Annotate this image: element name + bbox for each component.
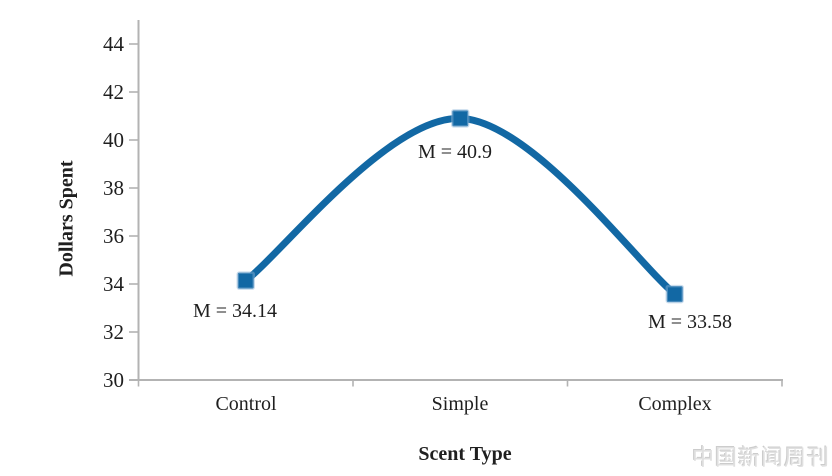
y-axis-ticks (129, 43, 139, 381)
y-tick-label: 42 (103, 80, 124, 104)
x-category-label: Control (215, 393, 277, 415)
data-point-marker (665, 284, 684, 304)
y-tick-label: 32 (103, 320, 124, 344)
y-tick-label: 40 (103, 128, 124, 152)
y-axis-title: Dollars Spent (55, 160, 78, 277)
point-label: M = 33.58 (647, 311, 733, 333)
markers-group (236, 109, 684, 304)
y-tick-label: 30 (103, 368, 124, 392)
data-point-marker (236, 271, 255, 290)
point-label: M = 40.9 (417, 141, 493, 163)
point-label: M = 34.14 (192, 300, 278, 322)
x-axis-title: Scent Type (418, 443, 512, 465)
y-tick-label: 38 (103, 176, 124, 200)
x-category-label: Complex (638, 393, 712, 415)
data-point-marker (451, 109, 470, 128)
x-category-label: Simple (431, 393, 489, 415)
y-tick-label: 34 (103, 272, 124, 296)
watermark-text: 中国新闻周刊 (691, 446, 830, 471)
x-axis-ticks (137, 380, 783, 387)
y-tick-label: 36 (103, 224, 124, 248)
y-tick-label: 44 (103, 32, 124, 56)
